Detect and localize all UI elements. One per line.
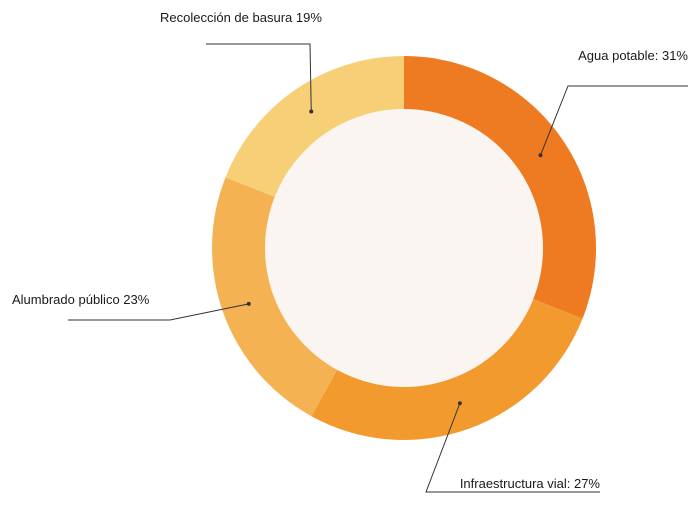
slice-label: Recolección de basura 19%: [160, 10, 322, 25]
leader-line: [540, 85, 688, 156]
leader-dot: [457, 401, 462, 406]
slice-label: Alumbrado público 23%: [12, 292, 150, 307]
slice-labels: Agua potable: 31% Infraestructura vial: 2…: [12, 10, 688, 491]
leader-dot: [538, 153, 543, 158]
leader-line: [68, 303, 249, 321]
leader-line: [425, 403, 600, 493]
leader-lines: [68, 43, 688, 493]
leader-dot: [309, 109, 314, 114]
slice-label: Infraestructura vial: 27%: [460, 476, 601, 491]
donut-center: [265, 109, 543, 387]
leader-line: [206, 43, 312, 112]
leader-dot: [246, 301, 251, 306]
slice-label: Agua potable: 31%: [578, 48, 688, 63]
